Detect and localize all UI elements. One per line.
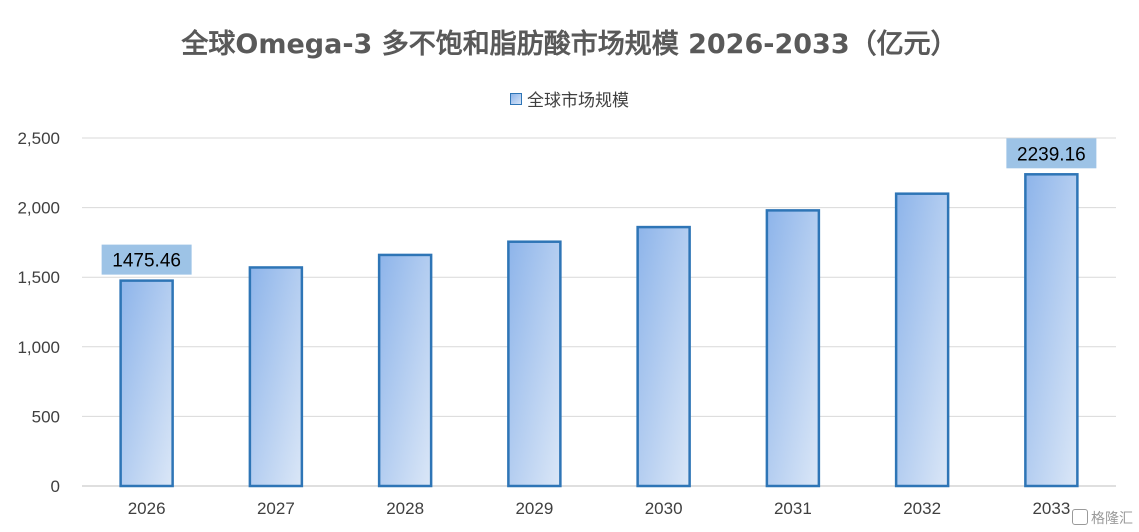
- y-tick-label: 2,500: [17, 129, 60, 148]
- y-tick-label: 1,500: [17, 268, 60, 287]
- y-tick-label: 0: [51, 477, 60, 496]
- bars: [119, 173, 1079, 488]
- bar-2031: [765, 209, 821, 488]
- y-tick-label: 1,000: [17, 338, 60, 357]
- watermark-text: 格隆汇: [1091, 511, 1133, 527]
- y-tick-label: 2,000: [17, 199, 60, 218]
- x-tick-label: 2028: [386, 499, 424, 518]
- legend-label: 全球市场规模: [527, 91, 629, 111]
- y-tick-label: 500: [32, 407, 60, 426]
- legend-swatch: [510, 92, 522, 105]
- bar-2032: [894, 192, 950, 488]
- bar-2030: [636, 225, 691, 488]
- chart-title: 全球Omega-3 多不饱和脂肪酸市场规模 2026-2033（亿元）: [181, 29, 958, 60]
- data-label-box: [101, 244, 192, 275]
- watermark: 格隆汇: [1072, 508, 1133, 528]
- bar-2026: [119, 279, 174, 488]
- gridlines: [82, 137, 1116, 487]
- x-tick-label: 2026: [128, 499, 166, 518]
- x-tick-label: 2029: [515, 499, 553, 518]
- x-tick-label: 2033: [1032, 499, 1070, 518]
- bar-2027: [248, 266, 304, 488]
- x-tick-label: 2032: [903, 499, 941, 518]
- bar-2029: [507, 240, 562, 488]
- data-label: 2239.16: [1017, 144, 1086, 165]
- bar-2033: [1024, 173, 1079, 488]
- gelonghui-logo-icon: [1072, 509, 1088, 525]
- x-tick-label: 2030: [645, 499, 683, 518]
- legend: 全球市场规模: [0, 86, 1139, 111]
- data-labels: 1475.46 2239.16: [101, 138, 1097, 275]
- axes: 0 500 1,000 1,500 2,000 2,500 2026 2027 2028 2029…: [17, 129, 1070, 518]
- bar-2028: [377, 253, 433, 488]
- data-label-box: [1006, 138, 1097, 169]
- x-tick-label: 2027: [257, 499, 295, 518]
- x-tick-label: 2031: [774, 499, 812, 518]
- data-label: 1475.46: [112, 251, 181, 272]
